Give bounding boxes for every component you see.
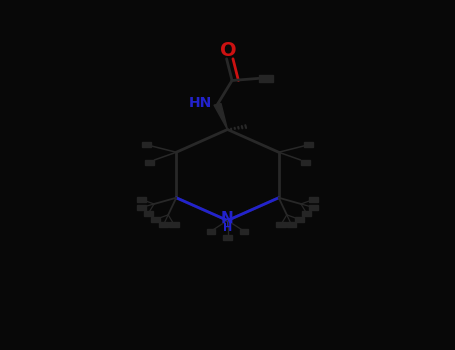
FancyBboxPatch shape <box>287 222 296 227</box>
FancyBboxPatch shape <box>302 211 311 216</box>
FancyBboxPatch shape <box>145 160 154 164</box>
FancyBboxPatch shape <box>240 229 248 233</box>
FancyBboxPatch shape <box>136 205 146 210</box>
Text: N: N <box>221 211 234 226</box>
FancyBboxPatch shape <box>142 142 151 147</box>
FancyBboxPatch shape <box>304 142 313 147</box>
Text: O: O <box>220 41 237 60</box>
FancyBboxPatch shape <box>309 205 318 210</box>
Text: HN: HN <box>188 96 212 110</box>
FancyBboxPatch shape <box>223 235 232 239</box>
FancyBboxPatch shape <box>169 222 178 227</box>
FancyBboxPatch shape <box>159 222 168 227</box>
FancyBboxPatch shape <box>295 217 304 222</box>
FancyBboxPatch shape <box>207 229 215 233</box>
FancyBboxPatch shape <box>144 211 153 216</box>
Polygon shape <box>214 104 228 130</box>
FancyBboxPatch shape <box>151 217 160 222</box>
FancyBboxPatch shape <box>259 75 273 82</box>
FancyBboxPatch shape <box>277 222 286 227</box>
FancyBboxPatch shape <box>309 197 318 202</box>
FancyBboxPatch shape <box>301 160 310 164</box>
FancyBboxPatch shape <box>137 197 146 202</box>
Text: H: H <box>223 223 232 233</box>
